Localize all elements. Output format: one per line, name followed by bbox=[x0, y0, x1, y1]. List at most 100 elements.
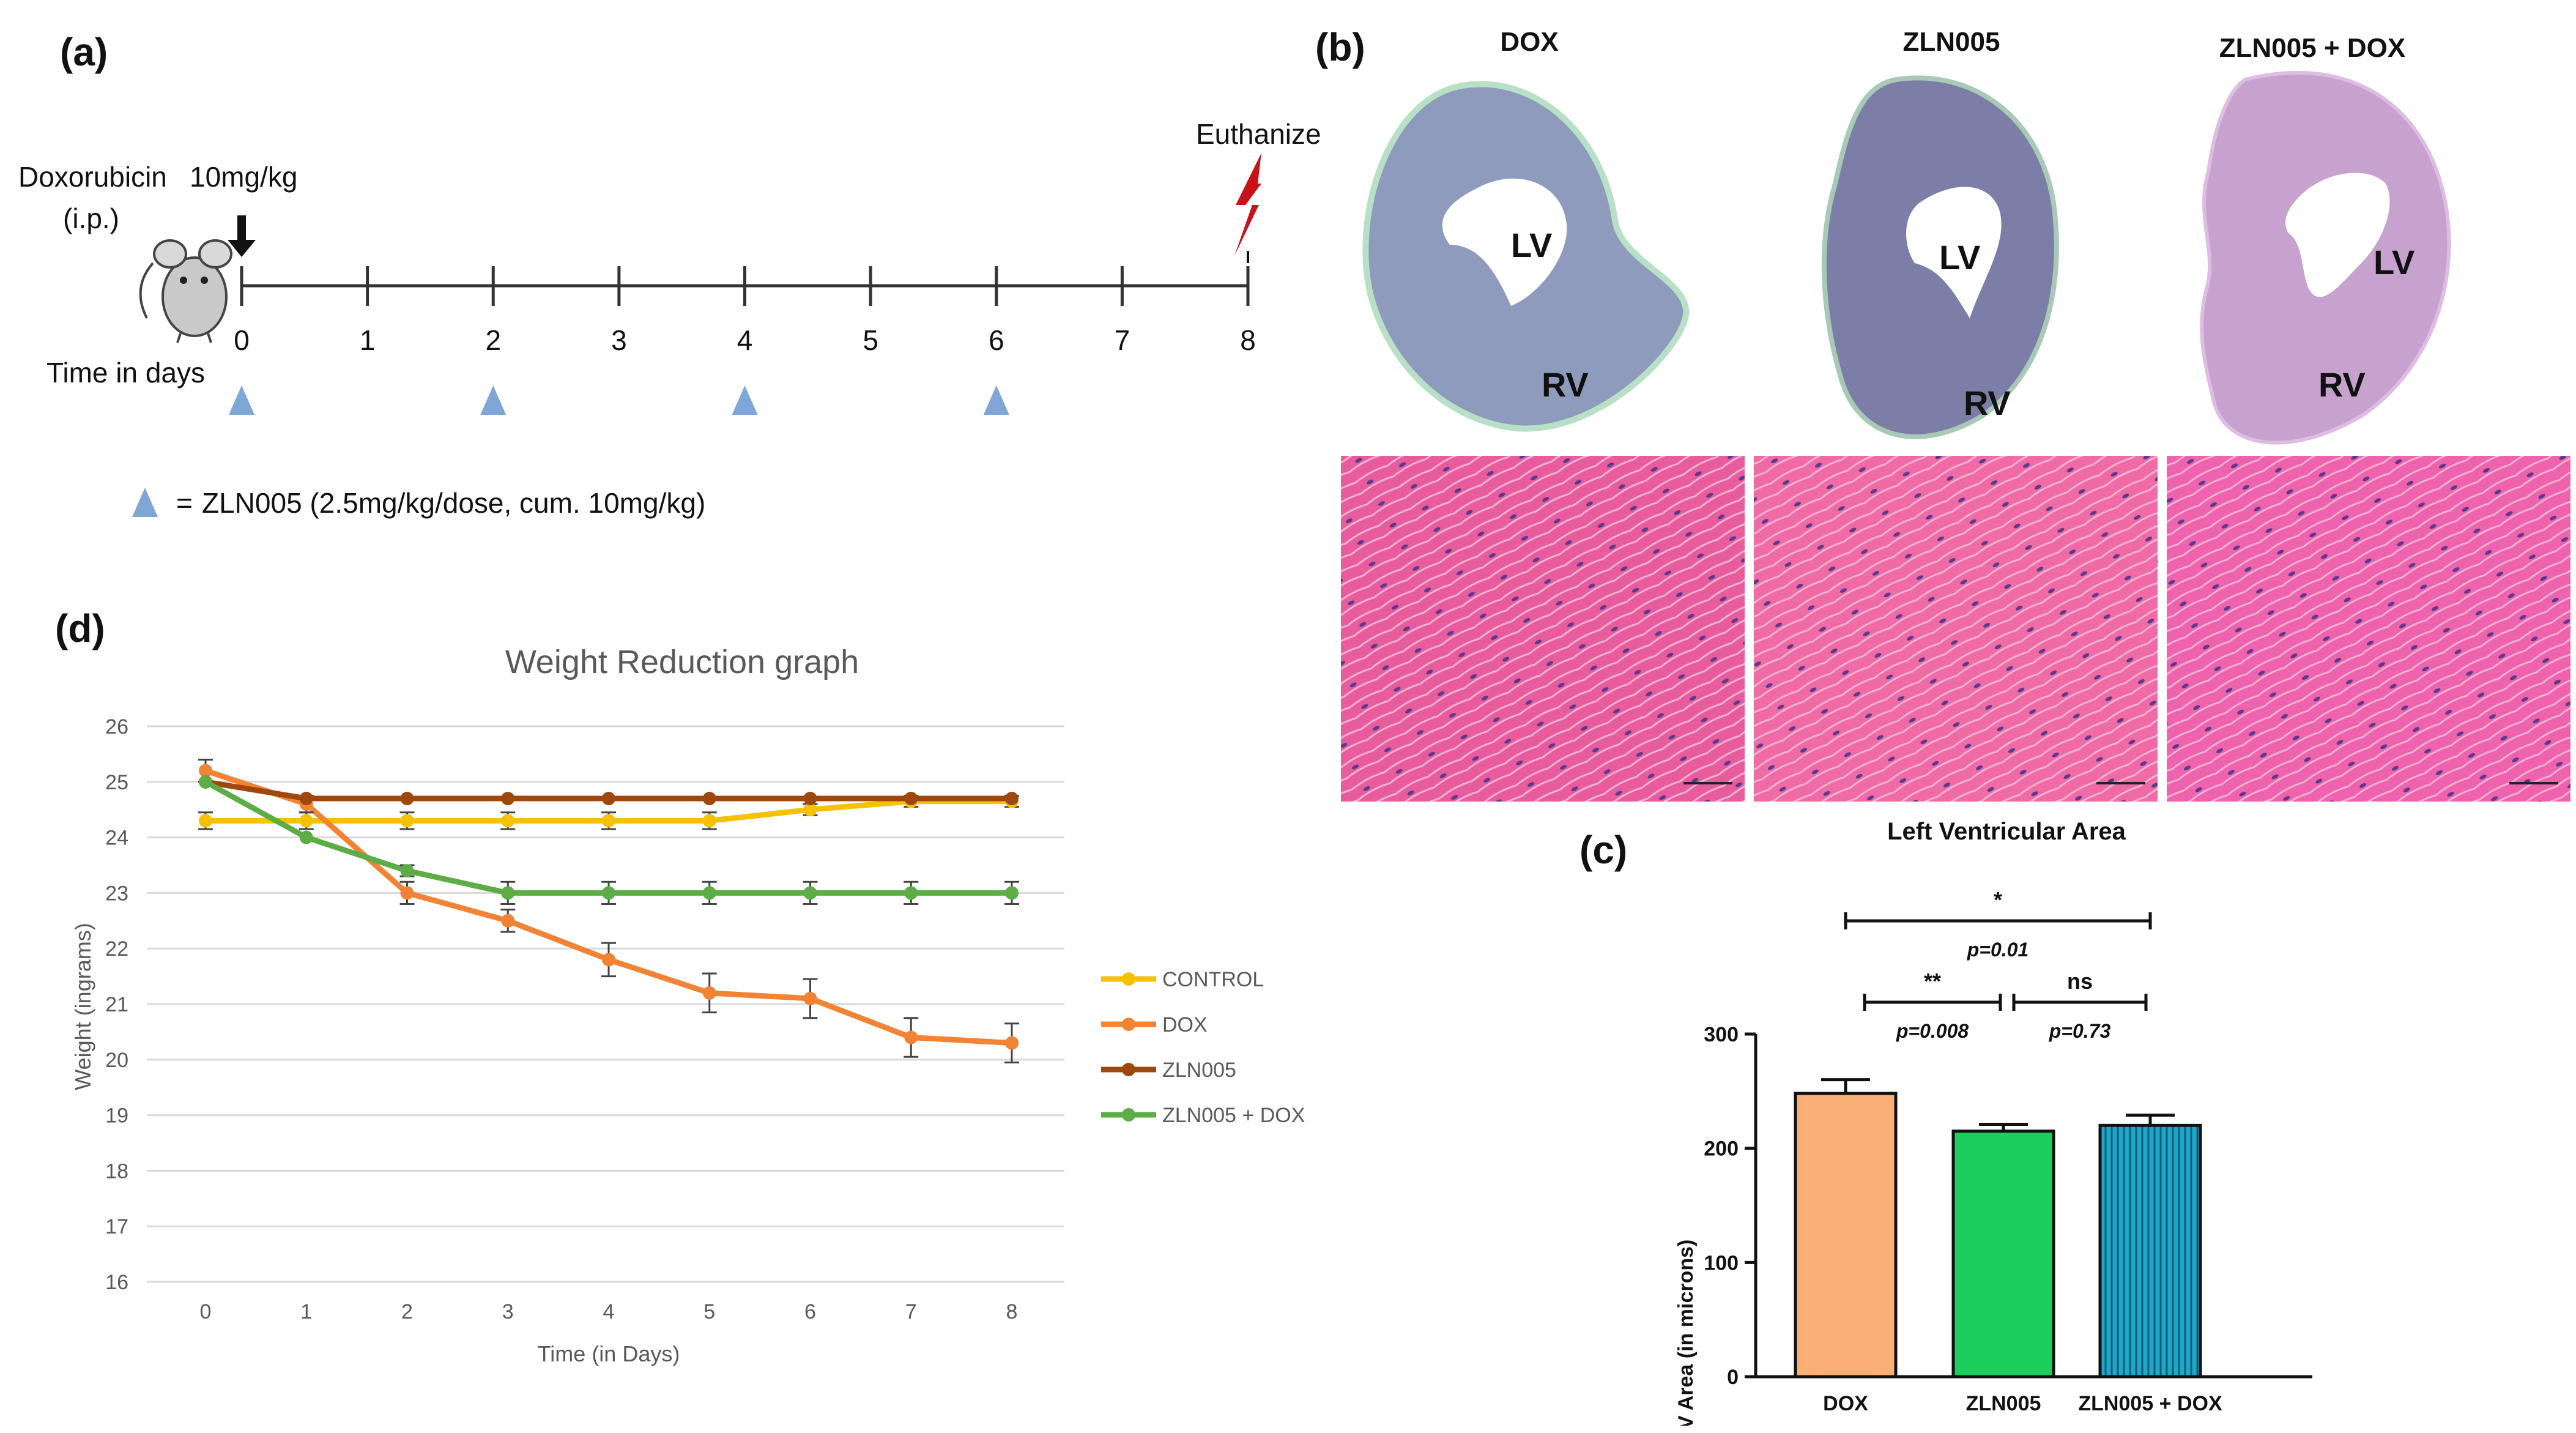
line-chart-xlabel: Time (in Days) bbox=[538, 1341, 680, 1366]
sig-marker: ns bbox=[2067, 969, 2093, 994]
data-point bbox=[602, 953, 615, 967]
legend-label: CONTROL bbox=[1162, 968, 1264, 991]
data-point bbox=[299, 792, 313, 806]
x-tick-label: 3 bbox=[502, 1300, 514, 1323]
data-point bbox=[400, 814, 414, 828]
timeline-day-label: 7 bbox=[1115, 324, 1130, 356]
data-point bbox=[199, 814, 212, 828]
timeline-day-label: 6 bbox=[989, 324, 1004, 356]
timeline-day-label: 5 bbox=[863, 324, 878, 356]
y-tick-label: 16 bbox=[105, 1271, 128, 1294]
data-point bbox=[1005, 1036, 1019, 1050]
data-point bbox=[904, 886, 918, 900]
data-point bbox=[803, 886, 817, 900]
micrograph-texture bbox=[2167, 456, 2570, 802]
y-tick-label: 22 bbox=[105, 937, 128, 961]
x-tick-label: 5 bbox=[703, 1300, 715, 1323]
col-title-zln005: ZLN005 bbox=[1902, 27, 2000, 57]
data-point bbox=[702, 886, 716, 900]
line-chart-title: Weight Reduction graph bbox=[505, 644, 859, 680]
data-point bbox=[400, 864, 414, 878]
dox-rv-label: RV bbox=[1542, 365, 1589, 404]
sig-marker: ** bbox=[1924, 969, 1941, 994]
bar-2 bbox=[1951, 1130, 2055, 1379]
data-point bbox=[199, 764, 212, 778]
zln005-dose-triangle-icon bbox=[983, 385, 1009, 415]
data-point bbox=[299, 830, 313, 844]
zln005-dox-rv-label: RV bbox=[2318, 365, 2366, 404]
x-tick-label: 7 bbox=[905, 1300, 917, 1323]
zln005-dose-triangle-icon bbox=[480, 385, 507, 415]
timeline-svg: 0 1 2 3 4 5 6 7 8 bbox=[132, 153, 1261, 517]
series-control bbox=[198, 794, 1019, 830]
data-point bbox=[904, 792, 918, 806]
bar-category-label: ZLN005 + DOX bbox=[2078, 1392, 2222, 1415]
y-tick-label: 20 bbox=[105, 1049, 128, 1072]
dox-lv-label: LV bbox=[1511, 226, 1553, 264]
line-chart-ylabel: Weight (ingrams) bbox=[70, 923, 95, 1090]
panel-a-label: (a) bbox=[60, 30, 108, 74]
dose-label: 10mg/kg bbox=[190, 161, 298, 193]
drug-label: Doxorubicin bbox=[18, 161, 167, 193]
micrograph-tile bbox=[1341, 456, 1745, 802]
data-point bbox=[1005, 886, 1019, 900]
zln005-dox-lv-label: LV bbox=[2374, 243, 2415, 281]
bar-y-tick-label: 300 bbox=[1704, 1023, 1739, 1046]
legend-marker bbox=[1122, 1018, 1135, 1031]
x-tick-label: 8 bbox=[1006, 1300, 1018, 1323]
data-point bbox=[602, 792, 615, 806]
sig-p-value: p=0.01 bbox=[1967, 939, 2029, 961]
micrograph-tile bbox=[1754, 456, 2158, 802]
legend-equals: = bbox=[176, 487, 193, 519]
y-tick-label: 19 bbox=[105, 1104, 128, 1128]
bar-category-label: DOX bbox=[1823, 1392, 1868, 1415]
data-point bbox=[602, 814, 615, 828]
x-tick-label: 0 bbox=[200, 1300, 212, 1323]
y-tick-label: 25 bbox=[105, 771, 128, 794]
y-tick-label: 23 bbox=[105, 882, 128, 905]
dox-heart-section bbox=[1362, 81, 1690, 432]
data-point bbox=[199, 775, 212, 789]
bar-chart-ylabel: LV Area (in microns) bbox=[1674, 1240, 1698, 1426]
data-point bbox=[400, 792, 414, 806]
y-tick-label: 18 bbox=[105, 1159, 128, 1183]
bar-y-tick-label: 0 bbox=[1727, 1366, 1739, 1389]
bar-1 bbox=[1794, 1092, 1898, 1379]
micrograph-texture bbox=[1754, 456, 2158, 802]
euthanize-bolt-icon bbox=[1234, 153, 1261, 256]
bar-3 bbox=[2098, 1123, 2202, 1379]
data-point bbox=[1005, 792, 1019, 806]
micrograph-row bbox=[1341, 456, 2570, 802]
data-point bbox=[501, 914, 515, 928]
timeline-day-label: 8 bbox=[1240, 324, 1256, 356]
route-label: (i.p.) bbox=[63, 203, 119, 234]
lv-area-chart: Left Ventricular Area LV Area (in micron… bbox=[1674, 818, 2312, 1426]
micrograph-texture bbox=[1341, 456, 1745, 802]
bar-y-tick-label: 100 bbox=[1704, 1251, 1739, 1275]
data-point bbox=[299, 814, 313, 828]
x-tick-label: 4 bbox=[603, 1300, 615, 1323]
legend-label: DOX bbox=[1162, 1013, 1208, 1037]
data-point bbox=[501, 886, 515, 900]
x-tick-label: 1 bbox=[300, 1300, 312, 1323]
zln005-heart-section bbox=[1821, 75, 2059, 439]
legend-label: ZLN005 + DOX bbox=[1162, 1104, 1305, 1127]
legend-marker bbox=[1122, 972, 1135, 986]
data-point bbox=[602, 886, 615, 900]
mouse-icon bbox=[139, 239, 232, 343]
y-tick-label: 17 bbox=[105, 1215, 128, 1238]
zln005-dose-triangle-icon bbox=[229, 385, 254, 415]
zln005-legend-triangle-icon bbox=[132, 488, 158, 517]
bar-category-label: ZLN005 bbox=[1966, 1392, 2041, 1415]
y-tick-label: 21 bbox=[105, 993, 128, 1016]
panel-b-label: (b) bbox=[1315, 25, 1365, 69]
data-point bbox=[803, 803, 817, 817]
zln005-dox-heart-section bbox=[2200, 70, 2451, 445]
data-point bbox=[803, 792, 817, 806]
timeline-day-label: 1 bbox=[360, 324, 376, 356]
data-point bbox=[702, 814, 716, 828]
legend-label: ZLN005 bbox=[1162, 1059, 1236, 1082]
data-point bbox=[702, 986, 716, 1000]
legend-marker bbox=[1122, 1063, 1135, 1076]
data-point bbox=[702, 792, 716, 806]
